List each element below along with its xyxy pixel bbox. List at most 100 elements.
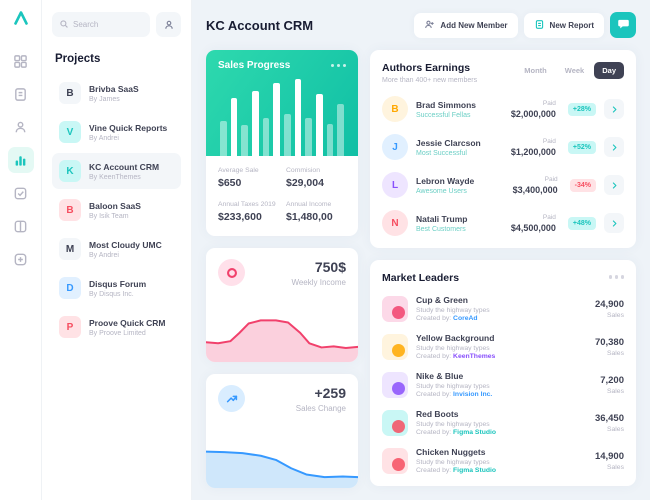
weekly-income-chart <box>206 310 358 362</box>
creator-name[interactable]: Figma Studio <box>453 429 497 436</box>
board-icon[interactable] <box>8 213 34 239</box>
sales-unit: Sales <box>606 311 624 319</box>
market-row[interactable]: Nike & Blue Study the highway types Crea… <box>382 371 624 398</box>
market-item-desc: Study the highway types <box>416 345 490 352</box>
creator-name[interactable]: KeenThemes <box>453 353 496 360</box>
pct-badge: +48% <box>567 216 596 230</box>
paid-label: Paid <box>544 175 558 183</box>
report-icon <box>534 19 545 32</box>
author-avatar: B <box>382 96 408 122</box>
creator-name[interactable]: CoreAd <box>453 315 478 322</box>
pct-badge: +28% <box>567 102 596 116</box>
project-item[interactable]: B Brivba SaaS By James <box>52 75 181 111</box>
market-thumb <box>382 371 408 398</box>
stat-label: Commision <box>286 167 320 174</box>
author-row[interactable]: J Jessie Clarcson Most Successful Paid $… <box>382 134 624 160</box>
project-name: KC Account CRM <box>89 161 160 172</box>
pct-badge: +52% <box>567 140 596 154</box>
sales-unit: Sales <box>606 349 624 357</box>
paid-label: Paid <box>542 137 556 145</box>
market-thumb <box>382 295 408 322</box>
chevron-right-icon[interactable] <box>604 213 624 233</box>
author-tag: Successful Fellas <box>416 111 471 119</box>
market-leaders-title: Market Leaders <box>382 272 460 284</box>
sales-change-card: +259 Sales Change <box>206 374 358 488</box>
creator-name[interactable]: Invision Inc. <box>453 391 493 398</box>
project-avatar: K <box>59 160 81 182</box>
project-owner: By Isik Team <box>89 212 129 220</box>
author-name: Lebron Wayde <box>416 175 475 186</box>
market-row[interactable]: Chicken Nuggets Study the highway types … <box>382 447 624 474</box>
new-report-button[interactable]: New Report <box>523 12 604 38</box>
project-item[interactable]: K KC Account CRM By KeenThemes <box>52 153 181 189</box>
add-icon[interactable] <box>8 246 34 272</box>
more-menu-icon[interactable] <box>330 61 346 71</box>
authors-earnings-subtitle: More than 400+ new members <box>382 77 478 84</box>
project-avatar: V <box>59 121 81 143</box>
market-item-name: Chicken Nuggets <box>416 447 486 457</box>
projects-sidebar: Projects B Brivba SaaS By James V Vine Q… <box>42 0 192 500</box>
project-item[interactable]: B Baloon SaaS By Isik Team <box>52 192 181 228</box>
search-box[interactable] <box>52 12 150 37</box>
project-avatar: B <box>59 199 81 221</box>
pages-icon[interactable] <box>8 81 34 107</box>
chevron-right-icon[interactable] <box>604 99 624 119</box>
author-avatar: L <box>382 172 408 198</box>
authors-earnings-title: Authors Earnings <box>382 62 471 74</box>
project-name: Vine Quick Reports <box>89 122 168 133</box>
add-new-member-button[interactable]: Add New Member <box>414 12 518 38</box>
author-name: Brad Simmons <box>416 99 476 110</box>
team-icon[interactable] <box>8 114 34 140</box>
creator-name[interactable]: Figma Studio <box>453 467 497 474</box>
market-row[interactable]: Cup & Green Study the highway types Crea… <box>382 295 624 322</box>
authors-tab[interactable]: Month <box>524 66 547 75</box>
chat-button[interactable] <box>610 12 636 38</box>
project-item[interactable]: M Most Cloudy UMC By Andrei <box>52 231 181 267</box>
market-item-desc: Study the highway types <box>416 459 490 466</box>
author-name: Jessie Clarcson <box>416 137 481 148</box>
project-owner: By Andrei <box>89 251 119 259</box>
author-row[interactable]: B Brad Simmons Successful Fellas Paid $2… <box>382 96 624 122</box>
author-avatar: J <box>382 134 408 160</box>
authors-tabs: Month Week Day <box>516 62 624 79</box>
dashboard-icon[interactable] <box>8 48 34 74</box>
project-owner: By James <box>89 95 120 103</box>
project-owner: By Proove Limited <box>89 329 146 337</box>
paid-amount: $4,500,000 <box>510 222 556 233</box>
tasks-icon[interactable] <box>8 180 34 206</box>
project-owner: By Disqus Inc. <box>89 290 134 298</box>
person-plus-icon <box>424 19 435 32</box>
authors-tab[interactable]: Day <box>594 62 624 79</box>
more-menu-icon[interactable] <box>608 272 624 282</box>
page-title: KC Account CRM <box>206 17 314 33</box>
sales-change-value: +259 <box>314 385 346 401</box>
project-owner: By KeenThemes <box>89 173 141 181</box>
stat-label: Annual Income <box>286 201 332 208</box>
stats-icon[interactable] <box>7 147 34 173</box>
sales-value: 14,900 <box>594 450 624 462</box>
market-thumb <box>382 333 408 360</box>
paid-label: Paid <box>542 99 556 107</box>
market-row[interactable]: Red Boots Study the highway types Create… <box>382 409 624 436</box>
profile-avatar-button[interactable] <box>156 12 181 37</box>
market-row[interactable]: Yellow Background Study the highway type… <box>382 333 624 360</box>
stat-value: $650 <box>218 177 242 189</box>
project-item[interactable]: V Vine Quick Reports By Andrei <box>52 114 181 150</box>
author-row[interactable]: L Lebron Wayde Awesome Users Paid $3,400… <box>382 172 624 198</box>
chevron-right-icon[interactable] <box>604 137 624 157</box>
project-item[interactable]: P Proove Quick CRM By Proove Limited <box>52 309 181 345</box>
projects-heading: Projects <box>55 53 101 65</box>
paid-label: Paid <box>542 213 556 221</box>
search-input[interactable] <box>73 20 143 29</box>
project-item[interactable]: D Disqus Forum By Disqus Inc. <box>52 270 181 306</box>
chevron-right-icon[interactable] <box>604 175 624 195</box>
authors-tab[interactable]: Week <box>564 66 585 75</box>
project-name: Disqus Forum <box>89 278 147 289</box>
stat-label: Average Sale <box>218 167 259 174</box>
sales-value: 36,450 <box>594 412 624 424</box>
author-row[interactable]: N Natali Trump Best Customers Paid $4,50… <box>382 210 624 236</box>
sales-progress-card: Sales Progress Average Sale $650 Commisi… <box>206 50 358 236</box>
sales-unit: Sales <box>606 463 624 471</box>
weekly-income-value: 750$ <box>314 259 346 275</box>
search-icon <box>59 16 69 34</box>
